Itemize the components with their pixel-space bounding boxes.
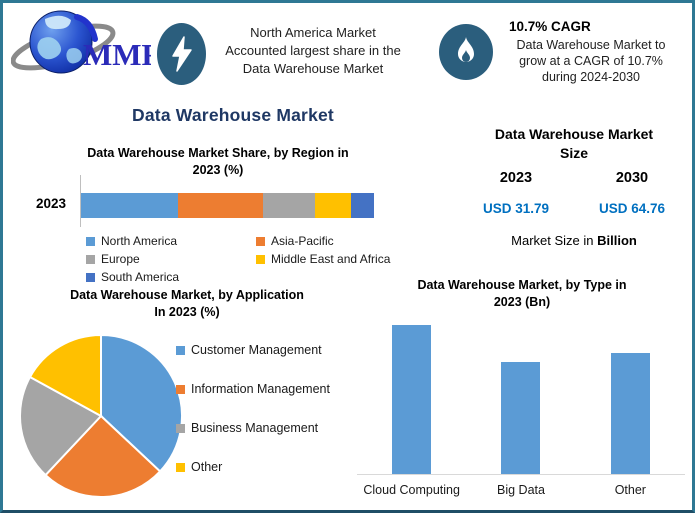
legend-item-europe: Europe <box>86 252 256 266</box>
cagr-title: 10.7% CAGR <box>509 19 591 34</box>
bar-segment-south-america <box>350 193 374 218</box>
legend-swatch-customer-management <box>176 345 185 355</box>
market-size-values: USD 31.79 USD 64.76 <box>458 201 690 216</box>
legend-item-customer-management: Customer Management <box>176 343 330 357</box>
page-title: Data Warehouse Market <box>132 105 334 125</box>
callout-left-line3: Data Warehouse Market <box>242 61 384 76</box>
region-chart-section: Data Warehouse Market Share, by Region i… <box>28 145 408 284</box>
header-callout-cagr: 10.7% CAGR Data Warehouse Market to grow… <box>505 19 677 85</box>
legend-swatch-europe <box>86 254 95 264</box>
lightning-badge <box>157 23 206 85</box>
callout-left-line2: Accounted largest share in the <box>225 43 401 58</box>
mmr-logo: MMR <box>11 10 151 74</box>
category-label-other: Other <box>614 483 646 497</box>
pie-slice-other <box>28 333 102 418</box>
type-chart-section: Data Warehouse Market, by Type in 2023 (… <box>353 277 691 497</box>
legend-item-asia-pacific: Asia-Pacific <box>256 234 408 248</box>
bar-cell-other <box>576 313 685 474</box>
market-size-title-line1: Data Warehouse Market <box>494 126 654 142</box>
market-size-title: Data Warehouse Market Size <box>458 125 690 163</box>
region-axis-label: 2023 <box>35 196 67 211</box>
legend-swatch-south-america <box>86 272 95 282</box>
bar-cell-big-data <box>466 313 575 474</box>
market-size-year-2023: 2023 <box>499 170 533 186</box>
category-label-cloud-computing: Cloud Computing <box>363 483 460 497</box>
type-chart-title-line1: Data Warehouse Market, by Type in <box>417 278 627 292</box>
cagr-line3: during 2024-2030 <box>542 70 640 84</box>
legend-label-middle-east-and-africa: Middle East and Africa <box>271 252 391 266</box>
legend-swatch-other <box>176 462 185 472</box>
legend-label-asia-pacific: Asia-Pacific <box>271 234 334 248</box>
pie-slice-business-management <box>19 375 103 477</box>
market-size-value-2023: USD 31.79 <box>482 201 550 216</box>
legend-swatch-asia-pacific <box>256 236 265 246</box>
legend-item-north-america: North America <box>86 234 256 248</box>
flame-icon <box>458 37 474 62</box>
type-chart-title-line2: 2023 (Bn) <box>493 295 551 309</box>
region-y-axis-line <box>80 175 81 227</box>
region-legend: North America Asia-Pacific Europe Middle Ea… <box>86 234 408 284</box>
pie-slice-information-management <box>44 414 162 498</box>
type-bars <box>357 313 685 475</box>
legend-swatch-information-management <box>176 384 185 394</box>
type-chart-title: Data Warehouse Market, by Type in 2023 (… <box>353 277 691 311</box>
region-chart-plot: 2023 <box>28 175 408 227</box>
bar-segment-north-america <box>81 193 178 218</box>
application-pie-chart <box>19 333 183 498</box>
cagr-line2: grow at a CAGR of 10.7% <box>519 54 663 68</box>
region-chart-title-line1: Data Warehouse Market Share, by Region i… <box>87 146 349 160</box>
legend-label-north-america: North America <box>101 234 178 248</box>
globe-icon <box>29 10 98 74</box>
region-stacked-bar <box>81 193 374 218</box>
application-chart-title: Data Warehouse Market, by Application In… <box>13 287 361 321</box>
bar-segment-asia-pacific <box>177 193 263 218</box>
legend-swatch-business-management <box>176 423 185 433</box>
legend-item-information-management: Information Management <box>176 382 330 396</box>
pie-slice-customer-management <box>100 333 183 473</box>
market-size-value-2030: USD 64.76 <box>598 201 666 216</box>
legend-item-middle-east-and-africa: Middle East and Africa <box>256 252 408 266</box>
category-label-big-data: Big Data <box>497 483 545 497</box>
callout-left-line1: North America Market <box>250 25 376 40</box>
application-chart-title-line1: Data Warehouse Market, by Application <box>70 288 304 302</box>
footnote-bold: Billion <box>597 233 637 248</box>
legend-label-europe: Europe <box>101 252 140 266</box>
header-callout-north-america: North America Market Accounted largest s… <box>208 24 418 78</box>
legend-item-south-america: South America <box>86 270 256 284</box>
market-size-footnote: Market Size in Billion <box>458 233 690 248</box>
bar-cell-cloud-computing <box>357 313 466 474</box>
application-chart-section: Data Warehouse Market, by Application In… <box>13 287 361 501</box>
bar-segment-middle-east-and-africa <box>315 193 351 218</box>
market-size-years: 2023 2030 <box>458 170 690 186</box>
bar-segment-europe <box>262 193 316 218</box>
footnote-regular: Market Size in <box>511 233 598 248</box>
legend-swatch-north-america <box>86 236 95 246</box>
type-category-labels: Cloud Computing Big Data Other <box>357 483 685 497</box>
market-size-year-2030: 2030 <box>615 170 649 186</box>
column-bar-big-data <box>501 362 541 474</box>
column-bar-cloud-computing <box>392 325 432 474</box>
legend-item-business-management: Business Management <box>176 421 330 435</box>
application-legend: Customer Management Information Managemen… <box>176 343 330 474</box>
legend-item-other: Other <box>176 460 330 474</box>
market-size-title-line2: Size <box>559 145 588 161</box>
flame-badge <box>439 24 493 80</box>
cagr-body: Data Warehouse Market to grow at a CAGR … <box>505 37 677 85</box>
region-chart-title-line2: 2023 (%) <box>192 163 244 177</box>
column-bar-other <box>610 352 650 474</box>
cagr-line1: Data Warehouse Market to <box>516 38 666 52</box>
legend-label-south-america: South America <box>101 270 180 284</box>
logo-text: MMR <box>83 37 151 72</box>
legend-swatch-middle-east-and-africa <box>256 254 265 264</box>
legend-label-business-management: Business Management <box>191 421 319 435</box>
market-size-panel: Data Warehouse Market Size 2023 2030 USD… <box>458 125 690 248</box>
region-chart-title: Data Warehouse Market Share, by Region i… <box>28 145 408 179</box>
lightning-icon <box>171 36 192 72</box>
application-chart-title-line2: In 2023 (%) <box>154 305 220 319</box>
legend-label-customer-management: Customer Management <box>191 343 322 357</box>
legend-label-other: Other <box>191 460 223 474</box>
legend-label-information-management: Information Management <box>191 382 330 396</box>
